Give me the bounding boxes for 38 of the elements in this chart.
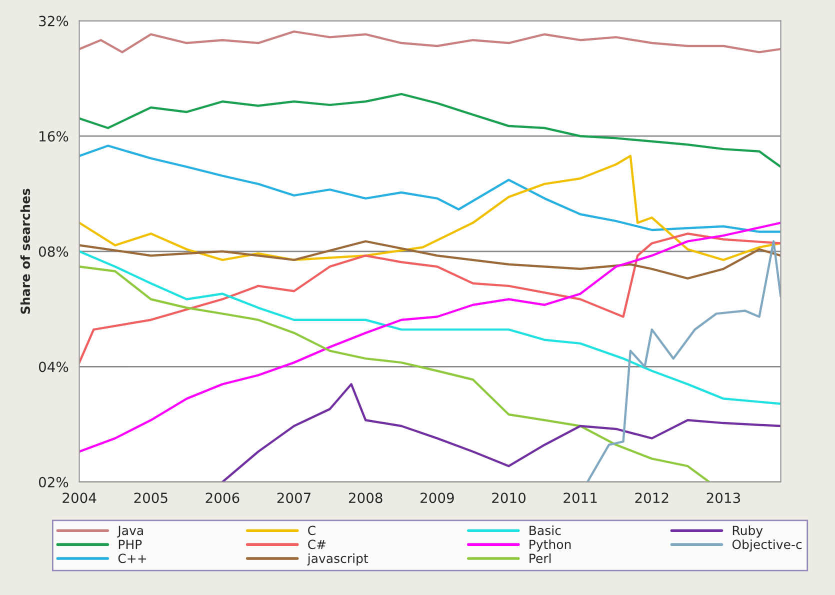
- line-series: [79, 250, 781, 405]
- line-series: [79, 30, 781, 54]
- line-series: [79, 232, 781, 364]
- x-tick-label: 2008: [348, 492, 382, 504]
- legend-label: C++: [118, 554, 146, 564]
- line-series: [586, 240, 781, 482]
- line-series: [79, 222, 781, 453]
- y-tick-label: 04%: [38, 362, 68, 372]
- x-tick-label: 2011: [564, 492, 597, 504]
- y-tick-label: 02%: [38, 476, 68, 488]
- line-series: [79, 266, 710, 482]
- x-tick-label: 2006: [206, 492, 240, 504]
- y-tick-label: 08%: [38, 246, 68, 257]
- x-tick-label: 2007: [277, 492, 311, 504]
- x-tick-label: 2004: [62, 492, 96, 504]
- x-tick-label: 2009: [420, 492, 454, 504]
- x-tick-label: 2010: [492, 492, 526, 504]
- legend-label: javascript: [307, 553, 368, 566]
- x-tick-label: 2012: [635, 492, 668, 504]
- line-series: [79, 154, 781, 262]
- legend-label: Perl: [530, 553, 551, 564]
- legend-label: Ruby: [732, 525, 763, 538]
- legend-label: C#: [308, 540, 326, 550]
- line-series: [79, 144, 781, 233]
- x-tick-label: 2013: [706, 492, 740, 504]
- y-tick-label: 32%: [39, 16, 68, 26]
- line-series: [79, 240, 781, 280]
- legend-label: Objective-c: [732, 539, 802, 552]
- y-axis-title: Share of searches: [20, 188, 30, 314]
- legend-label: C: [308, 526, 316, 536]
- x-tick-label: 2005: [134, 492, 168, 504]
- legend-label: Java: [117, 526, 143, 538]
- legend-label: PHP: [118, 540, 142, 549]
- line-series: [79, 92, 781, 168]
- legend-label: Basic: [530, 525, 561, 536]
- legend-label: Python: [530, 539, 571, 552]
- line-series: [221, 383, 781, 482]
- y-tick-label: 16%: [40, 131, 68, 142]
